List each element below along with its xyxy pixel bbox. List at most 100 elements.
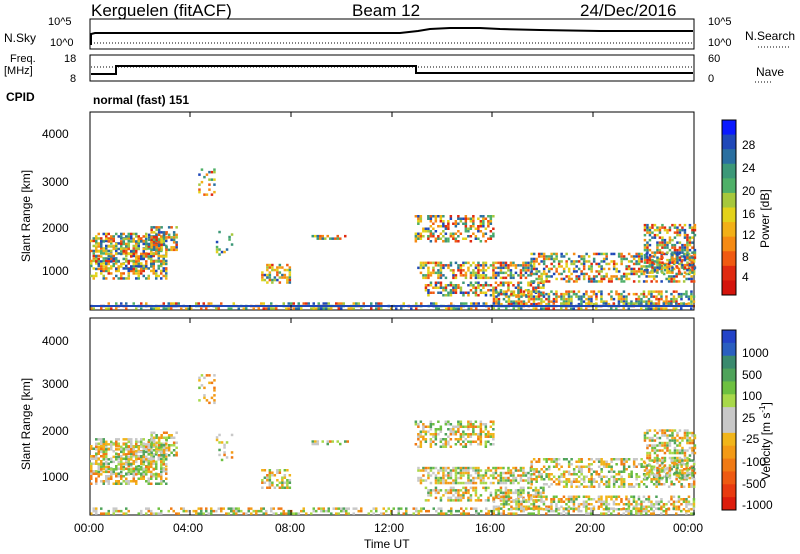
- velocity-cell: [135, 482, 138, 485]
- velocity-cell: [95, 445, 98, 449]
- velocity-cell: [165, 470, 168, 473]
- velocity-cell: [145, 467, 148, 470]
- velocity-cell: [672, 465, 676, 468]
- velocity-cell: [648, 451, 652, 455]
- velocity-cell: [352, 512, 355, 515]
- power-cell: [147, 233, 151, 237]
- velocity-cell: [580, 509, 583, 513]
- velocity-cell: [627, 473, 631, 476]
- velocity-cell: [542, 503, 546, 506]
- velocity-cell: [552, 495, 556, 498]
- velocity-cell: [519, 491, 523, 495]
- velocity-cell: [147, 480, 150, 483]
- power-cell: [340, 307, 343, 310]
- power-cb-tick-24: 24: [742, 161, 756, 175]
- velocity-cell: [262, 512, 265, 515]
- velocity-cell: [527, 505, 531, 508]
- velocity-cell: [545, 468, 548, 471]
- power-cell: [565, 265, 568, 268]
- velocity-cell: [656, 454, 659, 457]
- power-cell: [615, 275, 618, 278]
- velocity-cell: [95, 472, 98, 475]
- velocity-cell: [552, 498, 556, 501]
- power-cell: [112, 277, 115, 280]
- velocity-cell: [520, 500, 523, 503]
- power-cell: [507, 295, 511, 298]
- power-cell: [337, 307, 340, 310]
- velocity-cell: [97, 467, 100, 470]
- velocity-cell: [627, 498, 631, 501]
- velocity-cell: [570, 458, 573, 461]
- velocity-cell: [670, 465, 673, 468]
- velocity-cell: [627, 503, 631, 506]
- velocity-cell: [565, 478, 568, 481]
- power-cell: [140, 272, 143, 275]
- velocity-cell: [529, 494, 533, 497]
- power-cell: [514, 286, 518, 289]
- velocity-cell: [472, 433, 475, 436]
- power-cell: [575, 260, 578, 263]
- velocity-cell: [437, 491, 440, 495]
- velocity-cell: [672, 495, 676, 498]
- velocity-cell: [612, 500, 616, 503]
- velocity-cell: [490, 509, 493, 513]
- power-cell: [467, 235, 470, 238]
- power-cell: [646, 226, 649, 229]
- power-cell: [288, 268, 292, 272]
- power-cell: [495, 297, 498, 301]
- velocity-cell: [157, 454, 161, 457]
- power-cell: [452, 291, 455, 294]
- power-cell: [447, 220, 450, 223]
- velocity-cell: [690, 508, 693, 511]
- velocity-cell: [652, 468, 656, 471]
- power-cell: [552, 272, 556, 276]
- velocity-cell: [580, 465, 583, 468]
- velocity-cell: [502, 505, 506, 508]
- velocity-cell: [642, 500, 646, 503]
- power-cell: [475, 302, 478, 305]
- velocity-cell: [479, 428, 483, 431]
- velocity-cell: [125, 443, 128, 446]
- velocity-cell: [170, 436, 173, 439]
- velocity-cell: [653, 434, 657, 437]
- velocity-cell: [155, 451, 158, 454]
- power-cell: [125, 235, 128, 238]
- velocity-cell: [600, 458, 603, 461]
- power-cell: [261, 271, 264, 274]
- velocity-cell: [462, 469, 465, 472]
- velocity-cell: [435, 509, 438, 513]
- velocity-cell: [512, 500, 516, 503]
- power-cell: [350, 307, 353, 310]
- power-cell: [678, 233, 682, 237]
- power-cell: [120, 272, 123, 275]
- power-cell: [580, 297, 583, 301]
- velocity-cell: [240, 509, 243, 513]
- velocity-cell: [95, 457, 98, 460]
- velocity-cell: [660, 505, 663, 508]
- power-cell: [266, 268, 269, 272]
- power-cell: [648, 258, 652, 262]
- power-cell: [648, 261, 652, 264]
- power-cell: [150, 257, 153, 260]
- power-cell: [266, 266, 269, 269]
- velocity-cell: [208, 381, 211, 385]
- velocity-cell: [678, 429, 682, 432]
- velocity-cell: [519, 474, 523, 477]
- velocity-cell: [648, 459, 652, 462]
- velocity-cell: [537, 507, 540, 510]
- power-cell: [492, 286, 495, 289]
- power-cell: [462, 294, 465, 297]
- power-cell: [552, 307, 555, 310]
- power-cell: [115, 307, 118, 310]
- velocity-cell: [268, 481, 272, 484]
- velocity-cell: [642, 483, 646, 486]
- velocity-cell: [447, 428, 450, 431]
- power-cell: [637, 270, 641, 273]
- velocity-cell: [142, 460, 145, 464]
- velocity-cell: [692, 478, 696, 481]
- velocity-cell: [484, 481, 488, 485]
- velocity-cell: [668, 434, 672, 437]
- velocity-cell: [690, 465, 693, 468]
- velocity-cell: [140, 473, 143, 476]
- velocity-cell: [327, 507, 330, 510]
